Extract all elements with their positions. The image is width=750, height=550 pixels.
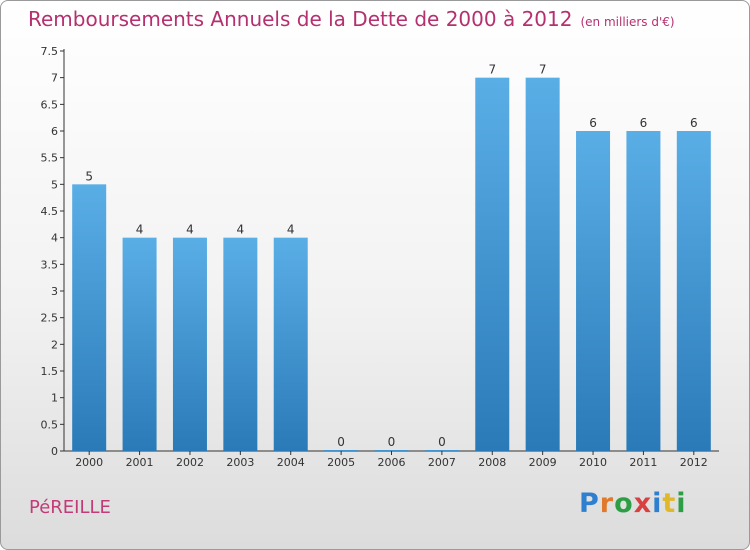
logo-letter: t [662,488,677,519]
bar [424,450,459,451]
bar [324,450,359,451]
proxiti-logo: Proxiti [579,488,687,519]
bar-value-label: 0 [337,435,345,449]
bar-value-label: 0 [438,435,446,449]
y-tick-label: 7.5 [41,45,59,58]
labels: 5 4 4 4 4 0 0 0 7 7 6 6 6 [85,63,697,449]
y-tick-label: 0.5 [41,418,59,431]
logo-letter: r [599,488,615,519]
x-tick-label: 2005 [327,456,355,469]
bar-value-label: 4 [186,223,194,237]
chart-title-text: Remboursements Annuels de la Dette de 20… [28,7,573,31]
y-tick-label: 3.5 [41,258,59,271]
bar-value-label: 5 [85,169,93,183]
bar [374,450,409,451]
bar-value-label: 0 [388,435,396,449]
logo-letter: i [676,488,687,519]
x-tick-label: 2001 [126,456,154,469]
y-tick-label: 4 [51,232,58,245]
y-tick-label: 1.5 [41,365,59,378]
y-tick-label: 7 [51,72,58,85]
y-tick-label: 6 [51,125,58,138]
x-tick-label: 2000 [75,456,103,469]
x-tick-label: 2010 [579,456,607,469]
x-tick-label: 2012 [680,456,708,469]
chart-title: Remboursements Annuels de la Dette de 20… [28,7,675,31]
bar [475,77,510,452]
bar [626,131,661,451]
logo-letter: i [652,488,663,519]
axes: 0 0.5 1 1.5 2 2.5 3 3.5 4 4.5 5 5.5 6 6.5 7 7.5 2000 2001… [41,45,719,469]
y-tick-label: 4.5 [41,205,59,218]
logo-letter: x [633,488,653,519]
x-tick-label: 2007 [428,456,456,469]
x-tick-label: 2004 [277,456,305,469]
bar [122,237,157,451]
bar [576,131,611,451]
x-tick-label: 2003 [226,456,254,469]
bar-value-label: 6 [589,116,597,130]
bar-value-label: 6 [640,116,648,130]
y-tick-label: 0 [51,445,58,458]
bar-value-label: 6 [690,116,698,130]
bar [172,237,207,451]
bar-value-label: 7 [488,63,496,77]
x-tick-label: 2011 [629,456,657,469]
logo-letter: o [614,488,634,519]
y-tick-label: 2 [51,338,58,351]
bar [676,131,711,451]
x-tick-label: 2009 [529,456,557,469]
commune-name: PéREILLE [29,497,111,518]
logo-letter: P [579,488,600,519]
bars [72,77,711,452]
y-tick-label: 1 [51,392,58,405]
y-tick-label: 5 [51,178,58,191]
x-tick-label: 2002 [176,456,204,469]
chart-unit: (en milliers d'€) [580,15,675,29]
bar [72,184,107,452]
bar [273,237,308,451]
x-tick-label: 2006 [378,456,406,469]
y-tick-label: 2.5 [41,312,59,325]
bar-value-label: 4 [237,223,245,237]
y-tick-label: 3 [51,285,58,298]
bar-value-label: 4 [136,223,144,237]
y-tick-label: 5.5 [41,152,59,165]
bar-value-label: 7 [539,63,547,77]
bar-value-label: 4 [287,223,295,237]
x-tick-label: 2008 [478,456,506,469]
bar [525,77,560,452]
y-tick-label: 6.5 [41,98,59,111]
bar [223,237,258,451]
